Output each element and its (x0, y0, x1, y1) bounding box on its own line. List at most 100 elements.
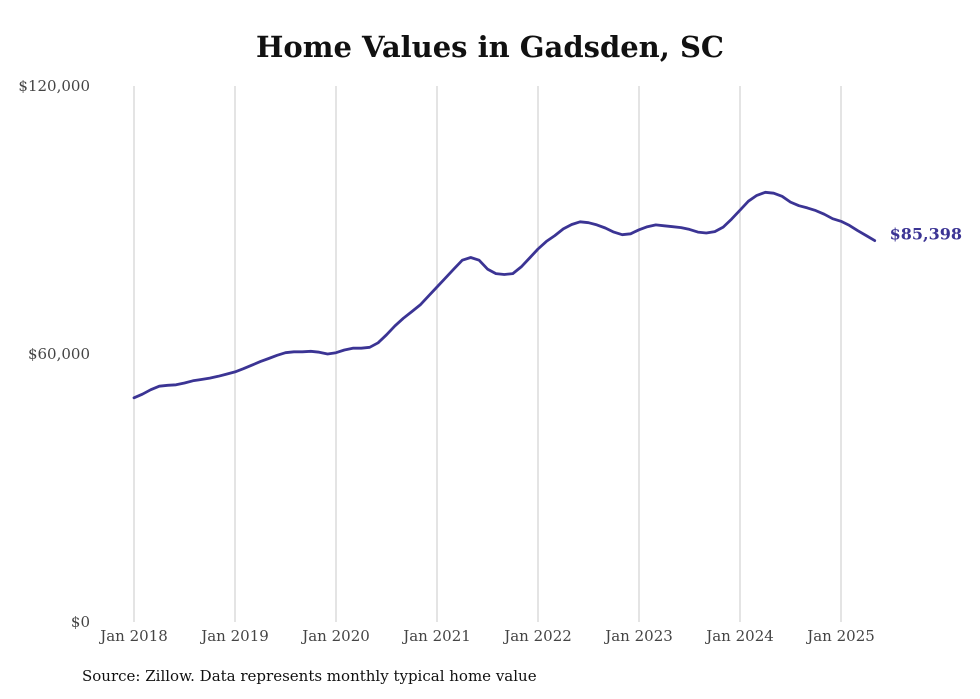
y-tick-label: $60,000 (28, 345, 90, 363)
x-axis-ticks: Jan 2018 Jan 2019 Jan 2020 Jan 2021 Jan 2022… (98, 627, 875, 645)
data-point-2022-06 (579, 220, 582, 223)
x-tick-label: Jan 2024 (704, 627, 774, 645)
data-point-2024-11 (823, 213, 826, 216)
data-point-2024-03 (755, 194, 758, 197)
data-point-2025-04 (865, 234, 868, 237)
data-point-2024-08 (798, 204, 801, 207)
data-point-2023-05 (671, 225, 674, 228)
data-point-2023-04 (663, 224, 666, 227)
data-point-2022-02 (545, 240, 548, 243)
data-point-2022-03 (553, 234, 556, 237)
data-point-2023-09 (705, 232, 708, 235)
chart-title: Home Values in Gadsden, SC (256, 30, 724, 64)
data-point-2018-04 (158, 385, 161, 388)
data-point-2019-12 (326, 353, 329, 356)
data-point-2021-03 (452, 268, 455, 271)
data-point-2018-10 (208, 377, 211, 380)
data-point-2021-08 (495, 272, 498, 275)
data-point-2018-02 (141, 393, 144, 396)
data-point-2024-10 (814, 209, 817, 212)
data-point-2022-08 (596, 224, 599, 227)
x-tick-label: Jan 2025 (805, 627, 875, 645)
data-point-2018-06 (175, 383, 178, 386)
data-point-2024-05 (772, 192, 775, 195)
data-point-2021-06 (478, 259, 481, 262)
data-point-2023-10 (713, 230, 716, 233)
data-point-2022-09 (604, 227, 607, 230)
data-point-2019-04 (259, 360, 262, 363)
data-points (133, 191, 877, 399)
home-value-line (132, 190, 877, 400)
data-point-2022-05 (570, 223, 573, 226)
x-tick-label: Jan 2018 (98, 627, 168, 645)
data-point-2020-11 (419, 304, 422, 307)
data-point-2025-02 (848, 224, 851, 227)
data-point-2024-04 (764, 191, 767, 194)
data-point-2021-09 (503, 273, 506, 276)
data-point-2019-10 (309, 350, 312, 353)
data-point-2018-07 (183, 382, 186, 385)
data-point-2020-12 (427, 295, 430, 298)
data-point-2021-05 (469, 256, 472, 259)
data-point-2019-06 (276, 354, 279, 357)
data-point-2020-02 (343, 349, 346, 352)
data-point-2024-07 (789, 201, 792, 204)
data-point-2018-01 (133, 396, 136, 399)
data-point-2018-05 (166, 384, 169, 387)
data-point-2024-12 (831, 217, 834, 220)
data-point-2019-03 (250, 364, 253, 367)
data-point-2020-01 (335, 351, 338, 354)
data-point-2023-01 (638, 228, 641, 231)
data-point-2022-01 (537, 248, 540, 251)
data-point-2023-12 (730, 218, 733, 221)
latest-value-label: $85,398 (890, 225, 962, 244)
data-point-2023-11 (722, 226, 725, 229)
data-point-2018-11 (217, 375, 220, 378)
data-point-2018-09 (200, 378, 203, 381)
data-point-2022-07 (587, 221, 590, 224)
data-point-2021-02 (444, 277, 447, 280)
data-point-2021-07 (486, 268, 489, 271)
y-tick-label: $0 (71, 613, 90, 631)
data-point-2022-11 (621, 233, 624, 236)
data-point-2024-01 (739, 209, 742, 212)
data-point-2024-09 (806, 207, 809, 210)
data-point-2020-08 (394, 325, 397, 328)
x-tick-label: Jan 2020 (300, 627, 370, 645)
data-point-2019-11 (318, 351, 321, 354)
data-point-2022-12 (629, 232, 632, 235)
data-point-2020-03 (351, 347, 354, 350)
data-point-2019-05 (267, 357, 270, 360)
data-point-2020-07 (385, 333, 388, 336)
gridlines (133, 86, 842, 622)
data-point-2018-08 (192, 379, 195, 382)
data-point-2021-10 (511, 272, 514, 275)
data-point-2020-09 (402, 317, 405, 320)
data-point-2021-04 (461, 259, 464, 262)
data-point-2025-03 (856, 229, 859, 232)
data-point-2022-10 (612, 231, 615, 234)
x-tick-label: Jan 2022 (502, 627, 572, 645)
data-point-2019-09 (301, 350, 304, 353)
data-point-2023-02 (646, 225, 649, 228)
data-point-2024-02 (747, 200, 750, 203)
data-point-2019-08 (293, 350, 296, 353)
data-point-2020-10 (410, 310, 413, 313)
data-point-2018-03 (149, 388, 152, 391)
data-point-2023-07 (688, 228, 691, 231)
data-point-2019-02 (242, 367, 245, 370)
data-point-2021-11 (520, 266, 523, 269)
data-point-2019-07 (284, 351, 287, 354)
y-tick-label: $120,000 (18, 77, 90, 95)
data-point-2021-12 (528, 257, 531, 260)
data-point-2025-01 (840, 220, 843, 223)
data-point-2023-03 (654, 224, 657, 227)
data-point-2023-06 (680, 226, 683, 229)
data-point-2024-06 (781, 195, 784, 198)
data-point-2021-01 (436, 286, 439, 289)
data-point-2022-04 (562, 228, 565, 231)
y-axis-ticks: $0 $60,000 $120,000 (18, 77, 90, 631)
x-tick-label: Jan 2021 (401, 627, 471, 645)
x-tick-label: Jan 2019 (199, 627, 269, 645)
